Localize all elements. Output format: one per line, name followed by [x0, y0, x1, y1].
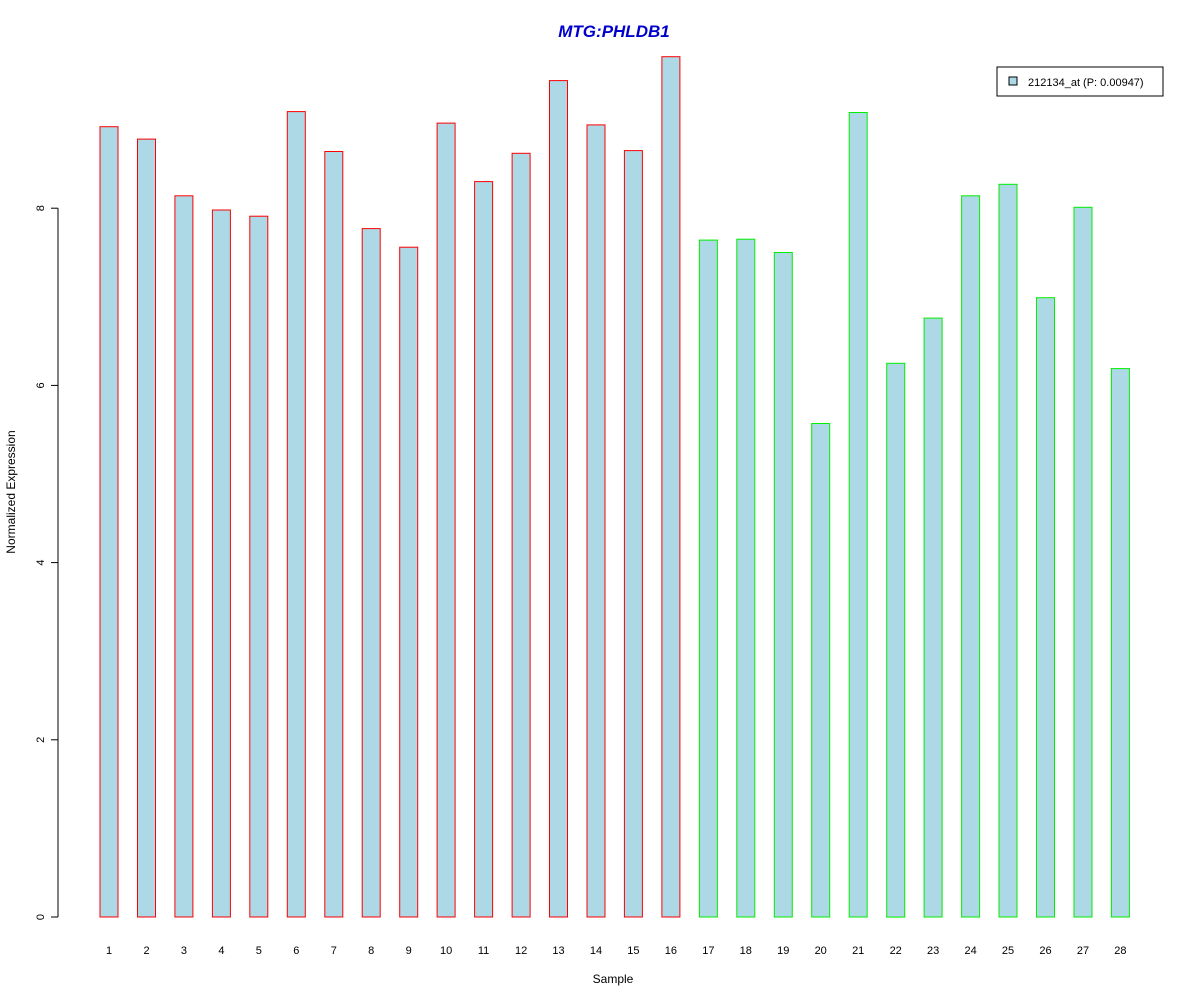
x-tick-labels: 1 2 3 4 5 6 7 8 9 10 11 12 13 14 15 16 17 18 19 20 21 22 23 24 2… [106, 945, 1127, 957]
x-tick-label: 9 [406, 945, 412, 957]
x-tick-label: 2 [143, 945, 149, 957]
bar-sample-20 [811, 423, 831, 918]
bar-sample-21 [848, 112, 868, 918]
x-tick-label: 6 [293, 945, 299, 957]
y-tick-label: 2 [35, 737, 47, 743]
bar-sample-9 [399, 246, 419, 918]
bars-group [99, 56, 1130, 918]
bar-sample-28 [1110, 368, 1130, 918]
x-tick-label: 12 [515, 945, 527, 957]
x-tick-label: 25 [1002, 945, 1014, 957]
bar-sample-12 [511, 152, 531, 918]
bar-sample-16 [661, 56, 681, 918]
x-tick-label: 14 [590, 945, 602, 957]
bar-sample-26 [1036, 297, 1055, 918]
x-tick-label: 8 [368, 945, 374, 957]
y-tick-label: 0 [35, 914, 47, 920]
x-tick-label: 19 [777, 945, 789, 957]
x-tick-label: 22 [890, 945, 902, 957]
bar-sample-19 [773, 252, 793, 918]
x-tick-label: 11 [478, 945, 489, 957]
x-tick-label: 10 [440, 945, 452, 957]
y-tick-label: 6 [35, 382, 47, 388]
x-tick-label: 28 [1114, 945, 1126, 957]
bar-sample-4 [211, 209, 231, 918]
legend-swatch [1008, 76, 1018, 86]
bar-sample-8 [361, 228, 381, 918]
x-tick-label: 1 [106, 945, 112, 957]
y-axis: 0 2 4 6 8 [35, 205, 59, 920]
bar-sample-2 [137, 138, 156, 918]
bar-sample-3 [174, 195, 194, 918]
x-tick-label: 24 [964, 945, 976, 957]
x-axis-label: Sample [593, 972, 634, 986]
legend-box [996, 66, 1164, 97]
x-tick-label: 13 [552, 945, 564, 957]
bar-sample-27 [1073, 206, 1093, 918]
bar-sample-15 [623, 150, 643, 918]
bar-sample-22 [886, 362, 906, 918]
x-tick-label: 3 [181, 945, 187, 957]
x-tick-label: 4 [218, 945, 224, 957]
y-tick-label: 8 [35, 205, 47, 211]
bar-sample-23 [923, 317, 943, 918]
x-tick-label: 7 [331, 945, 337, 957]
bar-sample-1 [99, 126, 119, 918]
x-tick-label: 17 [702, 945, 714, 957]
x-tick-label: 27 [1077, 945, 1089, 957]
x-tick-label: 15 [627, 945, 639, 957]
bar-sample-25 [998, 183, 1018, 918]
y-axis-label: Normalized Expression [4, 430, 18, 553]
x-tick-label: 21 [852, 945, 864, 957]
x-tick-label: 26 [1039, 945, 1051, 957]
bar-sample-5 [249, 215, 269, 918]
legend-label: 212134_at (P: 0.00947) [1028, 77, 1144, 89]
x-tick-label: 16 [665, 945, 677, 957]
bar-sample-7 [324, 151, 344, 918]
x-tick-label: 18 [740, 945, 752, 957]
legend: 212134_at (P: 0.00947) [996, 66, 1164, 97]
x-tick-label: 5 [256, 945, 262, 957]
bar-sample-17 [698, 239, 718, 918]
bar-sample-13 [549, 80, 568, 918]
bar-sample-11 [474, 181, 494, 918]
bar-sample-10 [436, 122, 456, 918]
bar-sample-6 [286, 111, 306, 918]
bar-sample-14 [586, 124, 606, 918]
bar-sample-24 [961, 195, 981, 918]
bar-sample-18 [736, 238, 756, 918]
x-tick-label: 20 [815, 945, 827, 957]
chart-title: MTG:PHLDB1 [558, 22, 669, 41]
x-tick-label: 23 [927, 945, 939, 957]
y-tick-label: 4 [35, 560, 47, 566]
